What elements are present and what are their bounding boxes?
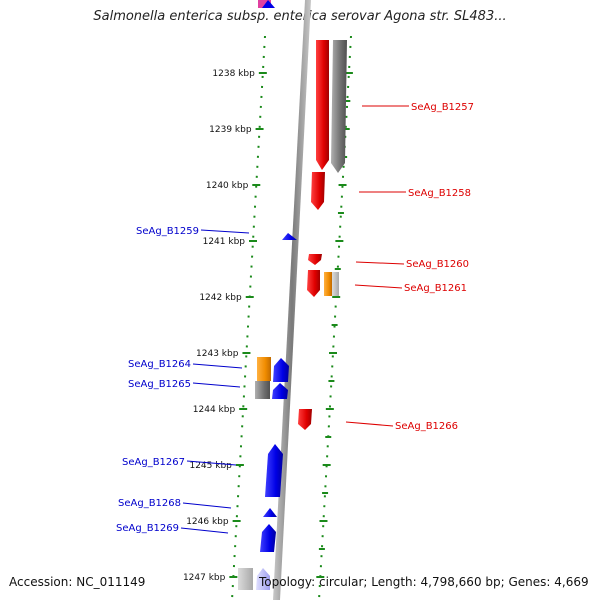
feature-top-blue	[262, 0, 275, 8]
leader-line-forward	[182, 502, 232, 509]
tick-label: 1244 kbp	[193, 405, 236, 415]
gene-arrow-seag-b1261	[307, 270, 320, 297]
gene-label-reverse[interactable]: SeAg_B1258	[408, 188, 471, 199]
gene-arrow-seag-b1257	[316, 40, 329, 170]
gene-label-reverse[interactable]: SeAg_B1261	[404, 283, 467, 294]
leader-line-reverse	[355, 261, 405, 265]
feature-grey-b1265	[255, 381, 270, 399]
tick-label: 1246 kbp	[186, 517, 229, 527]
gene-arrow-seag-b1268	[263, 508, 277, 517]
topology-summary: Topology: circular; Length: 4,798,660 bp…	[259, 575, 589, 589]
gene-label-reverse[interactable]: SeAg_B1266	[395, 421, 458, 432]
leader-line-forward	[192, 382, 241, 388]
gene-label-forward[interactable]: SeAg_B1265	[128, 379, 191, 390]
tick-label: 1239 kbp	[209, 125, 252, 135]
feature-bottom-grey	[238, 568, 253, 590]
leader-line-reverse	[354, 284, 403, 289]
leader-line-forward	[180, 527, 229, 534]
gene-arrow-seag-b1257-shadow	[331, 40, 347, 173]
genome-title: Salmonella enterica subsp. enterica sero…	[93, 9, 507, 24]
left-tick-track	[231, 35, 266, 600]
tick-label: 1240 kbp	[206, 181, 249, 191]
tick-label: 1238 kbp	[212, 69, 255, 79]
right-tick-track	[318, 35, 352, 600]
gene-arrow-seag-b1267	[265, 444, 283, 497]
gene-label-reverse[interactable]: SeAg_B1260	[406, 259, 469, 270]
gene-arrow-seag-b1260	[308, 254, 322, 265]
chromosome-backbone	[273, 0, 311, 600]
gene-arrow-seag-b1259	[282, 233, 297, 240]
tick-label: 1245 kbp	[189, 461, 232, 471]
tick-label: 1242 kbp	[199, 293, 242, 303]
leader-line-forward	[200, 229, 250, 234]
tick-label: 1247 kbp	[183, 573, 226, 583]
gene-label-forward[interactable]: SeAg_B1267	[122, 457, 185, 468]
feature-orange-b1264	[257, 357, 271, 381]
gene-arrow-seag-b1265	[272, 383, 288, 399]
feature-bottom-lightblue	[256, 568, 270, 590]
leader-line-forward	[192, 363, 243, 369]
gene-label-forward[interactable]: SeAg_B1264	[128, 359, 191, 370]
leader-line-forward	[186, 460, 237, 466]
gene-label-forward[interactable]: SeAg_B1259	[136, 226, 199, 237]
gene-arrow-seag-b1266	[298, 409, 312, 430]
gene-label-reverse[interactable]: SeAg_B1257	[411, 102, 474, 113]
label-leader-lines	[180, 105, 409, 534]
feature-grey-b1261	[332, 272, 339, 296]
tick-marks	[229, 72, 353, 578]
leader-line-reverse	[345, 421, 394, 427]
accession-text: Accession: NC_011149	[9, 575, 146, 589]
gene-arrow-seag-b1258	[311, 172, 325, 210]
gene-arrow-seag-b1264	[273, 358, 289, 382]
gene-labels: SeAg_B1257 SeAg_B1258 SeAg_B1260 SeAg_B1261…	[116, 102, 474, 534]
gene-label-forward[interactable]: SeAg_B1268	[118, 498, 181, 509]
tick-label: 1243 kbp	[196, 349, 239, 359]
gene-label-forward[interactable]: SeAg_B1269	[116, 523, 179, 534]
tick-label: 1241 kbp	[203, 237, 246, 247]
gene-arrow-seag-b1269	[260, 524, 276, 552]
tick-labels: 1238 kbp 1239 kbp 1240 kbp 1241 kbp 1242 kbp…	[183, 69, 255, 583]
feature-orange-b1261	[324, 272, 332, 296]
feature-top-pink	[258, 0, 271, 8]
